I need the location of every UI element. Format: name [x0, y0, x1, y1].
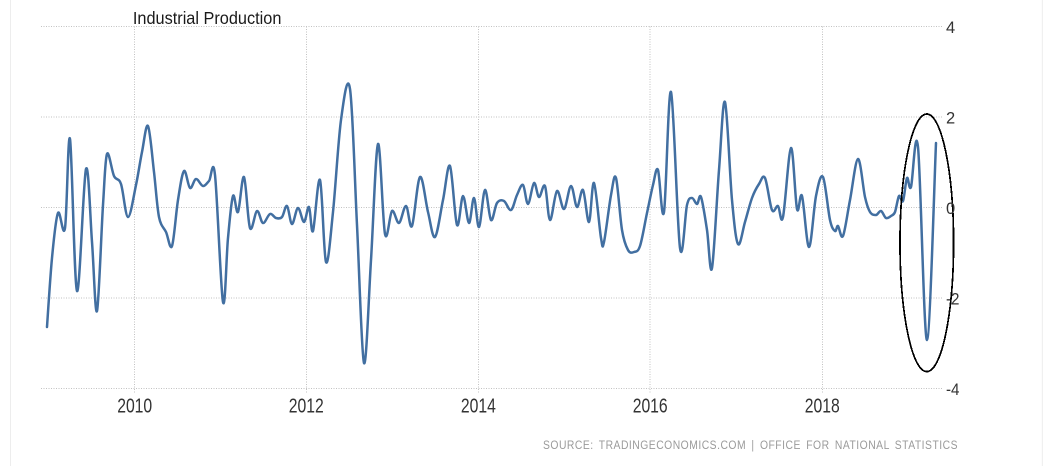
svg-text:0: 0: [946, 200, 955, 218]
svg-text:2012: 2012: [289, 395, 324, 417]
svg-text:2014: 2014: [461, 395, 496, 417]
svg-text:Industrial Production: Industrial Production: [133, 8, 282, 28]
svg-text:2010: 2010: [117, 395, 152, 417]
svg-text:2018: 2018: [805, 395, 840, 417]
svg-text:2016: 2016: [633, 395, 668, 417]
svg-text:-2: -2: [946, 290, 960, 308]
svg-text:-4: -4: [946, 381, 960, 399]
svg-text:4: 4: [946, 19, 955, 37]
svg-text:SOURCE: TRADINGECONOMICS.COM |: SOURCE: TRADINGECONOMICS.COM | OFFICE FO…: [543, 439, 958, 452]
svg-text:2: 2: [946, 109, 955, 127]
